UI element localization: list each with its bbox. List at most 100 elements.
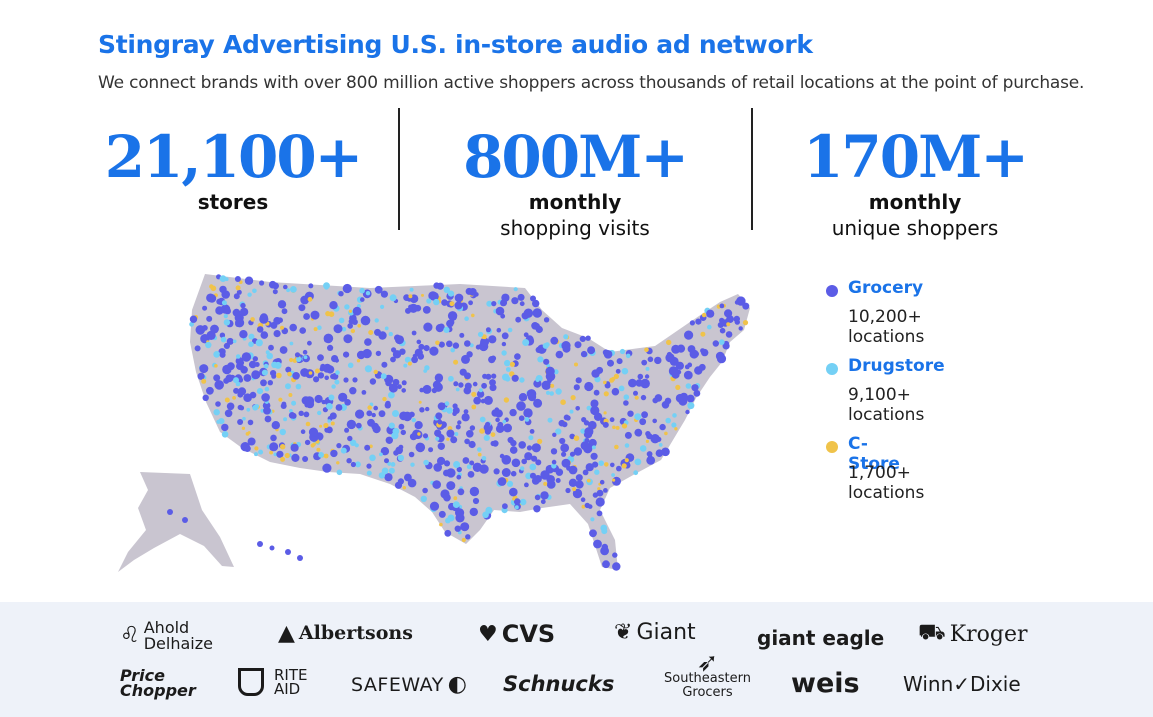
- store-dot: [491, 301, 497, 307]
- stat-label: unique shoppers: [831, 216, 999, 240]
- store-dot: [408, 451, 415, 458]
- store-dot: [347, 362, 354, 369]
- store-dot: [493, 468, 500, 475]
- store-dot: [402, 486, 406, 490]
- store-dot: [224, 397, 230, 403]
- store-dot: [535, 346, 542, 353]
- stat-value: 170M+: [803, 123, 1029, 191]
- store-dot: [575, 480, 584, 489]
- store-dot: [271, 421, 280, 430]
- shield-icon: [238, 668, 264, 696]
- store-dot: [322, 463, 332, 473]
- store-dot: [354, 461, 361, 468]
- store-dot: [239, 330, 248, 339]
- store-dot: [421, 293, 424, 297]
- store-dot: [237, 419, 244, 425]
- store-dot: [259, 280, 265, 286]
- store-dot: [612, 562, 621, 571]
- store-dot: [210, 324, 219, 334]
- store-dot: [742, 320, 749, 326]
- store-dot: [446, 481, 456, 491]
- store-dot: [447, 514, 455, 522]
- store-dot: [317, 325, 322, 330]
- store-dot: [304, 439, 311, 446]
- store-dot: [441, 299, 448, 306]
- store-dot: [540, 499, 546, 505]
- store-dot: [509, 361, 515, 367]
- store-dot: [385, 436, 393, 444]
- store-dot: [580, 428, 586, 434]
- store-dot: [437, 402, 446, 411]
- store-dot: [624, 443, 630, 448]
- store-dot: [555, 388, 562, 395]
- store-dot: [568, 478, 578, 487]
- store-dot: [392, 350, 402, 359]
- store-dot: [310, 310, 320, 320]
- store-dot: [693, 390, 701, 397]
- store-dot: [257, 541, 263, 547]
- store-dot: [464, 438, 470, 445]
- store-dot: [733, 317, 739, 322]
- store-dot: [507, 327, 513, 333]
- weis-logo: weis: [791, 668, 860, 699]
- store-dot: [349, 387, 357, 395]
- logo-text: Albertsons: [298, 622, 413, 644]
- store-dot: [425, 406, 430, 412]
- store-dot: [633, 390, 638, 396]
- store-dot: [392, 378, 400, 386]
- giant-eagle-logo: giant eagle: [757, 626, 884, 650]
- store-dot: [360, 315, 371, 326]
- store-dot: [561, 451, 567, 457]
- store-dot: [297, 555, 303, 561]
- store-dot: [303, 355, 308, 360]
- store-dot: [285, 383, 291, 390]
- store-dot: [646, 456, 656, 465]
- store-dot: [401, 380, 407, 386]
- store-dot: [387, 461, 392, 466]
- store-dot: [572, 487, 577, 492]
- store-dot: [205, 341, 212, 349]
- store-dot: [305, 421, 311, 427]
- store-dot: [326, 426, 333, 434]
- store-dot: [532, 308, 542, 318]
- store-dot: [633, 470, 639, 476]
- store-dot: [254, 446, 259, 451]
- store-dot: [501, 293, 510, 302]
- store-dot: [320, 363, 326, 370]
- store-dot: [464, 382, 472, 390]
- store-dot: [296, 356, 302, 362]
- store-dot: [434, 373, 444, 382]
- store-dot: [479, 416, 486, 423]
- store-dot: [213, 351, 221, 358]
- store-dot: [206, 293, 215, 303]
- store-dot: [674, 427, 678, 431]
- store-dot: [551, 463, 557, 469]
- store-dot: [409, 433, 418, 441]
- store-dot: [503, 423, 512, 433]
- store-dot: [518, 441, 526, 449]
- store-dot: [206, 315, 213, 322]
- logo-text: Winn✓Dixie: [903, 672, 1021, 696]
- store-dot: [563, 414, 570, 421]
- store-dot: [611, 376, 616, 382]
- store-dot: [437, 442, 445, 450]
- store-dot: [464, 316, 469, 321]
- store-dot: [330, 373, 336, 380]
- store-dot: [619, 348, 626, 355]
- store-dot: [373, 369, 378, 375]
- store-dot: [444, 401, 450, 406]
- stat-label: shopping visits: [500, 216, 650, 240]
- store-dot: [459, 332, 465, 338]
- store-dot: [433, 298, 440, 306]
- store-dot: [432, 380, 442, 389]
- store-dot: [500, 300, 506, 307]
- store-dot: [695, 318, 702, 325]
- store-dot: [330, 421, 335, 426]
- legend-count: 10,200+ locations: [848, 307, 925, 347]
- store-dot: [360, 297, 365, 302]
- store-dot: [288, 412, 296, 419]
- store-dot: [428, 447, 434, 453]
- store-dot: [610, 462, 615, 468]
- store-dot: [489, 379, 496, 386]
- store-dot: [344, 427, 350, 433]
